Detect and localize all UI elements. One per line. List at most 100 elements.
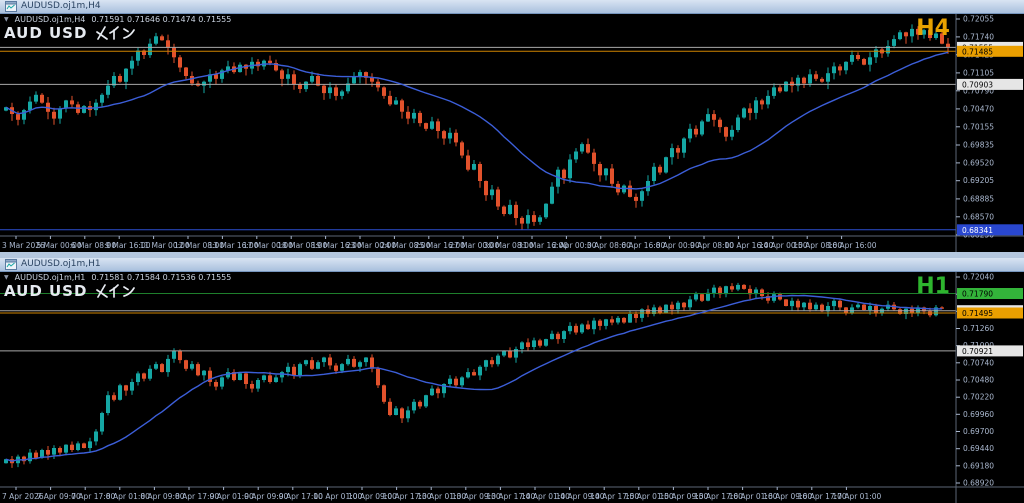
candle-body [526, 215, 530, 224]
candle-body [406, 111, 410, 119]
candle-body [472, 164, 476, 170]
candle-body [286, 366, 290, 373]
time-tick-label: 9 Apr 08:00 [690, 241, 734, 250]
candle-body [166, 358, 170, 373]
candle-body [706, 292, 710, 301]
candle-body [52, 448, 56, 455]
candle-body [904, 32, 908, 37]
candle-body [136, 50, 140, 61]
candle-body [724, 127, 728, 137]
candle-body [304, 360, 308, 365]
candle-body [574, 325, 578, 333]
candle-body [856, 55, 860, 59]
time-tick-label: 10 Apr 17:00 [383, 492, 432, 501]
candle-body [70, 100, 74, 105]
time-tick-label: 8 Apr 17:00 [175, 492, 219, 501]
price-tick-label: 0.71105 [963, 68, 994, 77]
candle-body [664, 304, 668, 313]
watermark-kana-icon [96, 284, 136, 298]
candle-body [76, 443, 80, 450]
candle-body [598, 164, 602, 176]
chart-area-h4[interactable]: 0.720550.717400.714250.711050.707900.704… [0, 14, 1024, 252]
candle-body [520, 342, 524, 349]
candle-body [208, 370, 212, 382]
candle-body [310, 360, 314, 369]
candle-body [280, 372, 284, 378]
candle-body [394, 100, 398, 105]
window-titlebar[interactable]: AUDUSD.oj1m,H1 [0, 258, 1024, 272]
candle-body [676, 148, 680, 153]
time-tick-label: 15 Apr 09:00 [659, 492, 708, 501]
candle-body [640, 191, 644, 201]
candle-body [202, 81, 206, 86]
candle-body [178, 350, 182, 361]
candle-body [58, 448, 62, 453]
candle-body [82, 106, 86, 113]
candle-body [364, 357, 368, 363]
time-tick-label: 15 Apr 01:00 [625, 492, 674, 501]
time-tick-label: 16 Apr 09:00 [763, 492, 812, 501]
candle-body [886, 46, 890, 54]
candle-body [604, 168, 608, 176]
time-tick-label: 3 Apr 08:00 [587, 241, 631, 250]
time-tick-label: 17 Apr 01:00 [832, 492, 881, 501]
candle-body [898, 32, 902, 40]
candle-body [934, 307, 938, 316]
candle-body [388, 401, 392, 415]
candle-body [316, 362, 320, 369]
candle-body [412, 112, 416, 119]
candle-body [526, 342, 530, 347]
candle-body [676, 302, 680, 310]
chart-watermark: AUD USD [4, 282, 136, 300]
time-tick-label: 9 Apr 17:00 [279, 492, 323, 501]
candle-body [388, 95, 392, 105]
candle-body [292, 366, 296, 376]
price-axis[interactable]: 0.720400.717800.715200.712600.710000.707… [956, 273, 1023, 488]
candle-body [490, 360, 494, 365]
candle-body [502, 350, 506, 356]
time-tick-label: 13 Apr 17:00 [486, 492, 535, 501]
window-title: AUDUSD.oj1m,H4 [21, 1, 101, 11]
candlestick-chart-h4[interactable]: 0.720550.717400.714250.711050.707900.704… [0, 14, 1024, 252]
candle-body [466, 372, 470, 378]
window-titlebar[interactable]: AUDUSD.oj1m,H4 [0, 0, 1024, 14]
candle-body [628, 185, 632, 197]
timeframe-badge: H1 [916, 274, 950, 299]
time-tick-label: 24 Mar 08:00 [380, 241, 430, 250]
info-dropdown-icon[interactable]: ▼ [4, 274, 9, 281]
candle-body [106, 395, 110, 413]
candle-body [322, 85, 326, 94]
candle-body [718, 119, 722, 128]
candle-body [136, 373, 140, 382]
candle-body [358, 362, 362, 367]
candle-body [730, 129, 734, 137]
candle-body [922, 30, 926, 35]
candle-body [580, 144, 584, 152]
chart-area-h1[interactable]: 0.720400.717800.715200.712600.710000.707… [0, 272, 1024, 503]
candle-body [694, 128, 698, 135]
time-tick-label: 14 Apr 00:00 [759, 241, 808, 250]
candle-body [736, 117, 740, 130]
candle-body [256, 61, 260, 67]
candle-body [838, 66, 842, 71]
price-tick-label: 0.72040 [963, 273, 994, 282]
candle-body [448, 132, 452, 139]
candle-body [742, 108, 746, 118]
candle-body [394, 408, 398, 415]
candle-body [760, 289, 764, 297]
chart-window-icon [5, 1, 17, 12]
candlestick-chart-h1[interactable]: 0.720400.717800.715200.712600.710000.707… [0, 272, 1024, 503]
candle-body [814, 304, 818, 310]
info-dropdown-icon[interactable]: ▼ [4, 16, 9, 23]
candle-body [586, 324, 590, 330]
price-tick-label: 0.69520 [963, 158, 994, 167]
price-tick-label: 0.70740 [963, 358, 994, 367]
price-marker-box [957, 307, 1023, 319]
candle-body [586, 144, 590, 153]
candle-body [850, 307, 854, 313]
price-axis[interactable]: 0.720550.717400.714250.711050.707900.704… [956, 15, 1023, 240]
price-tick-label: 0.70155 [963, 122, 994, 131]
